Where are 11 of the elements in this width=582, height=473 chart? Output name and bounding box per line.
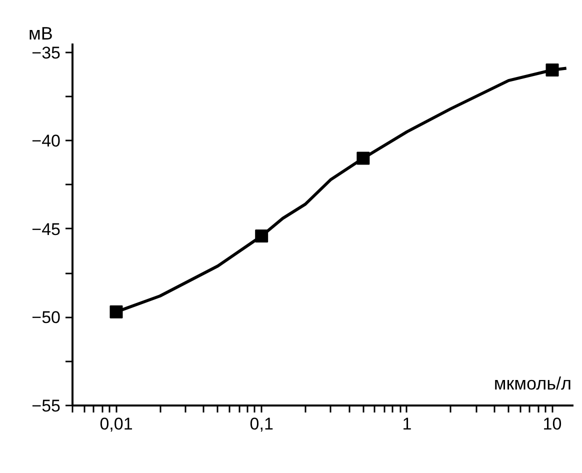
y-axis-title: мВ: [28, 24, 53, 44]
x-axis-title: мкмоль/л: [494, 374, 572, 394]
y-tick-label: −55: [32, 396, 61, 416]
x-tick-label: 0,1: [250, 414, 274, 434]
y-tick-label: −50: [32, 308, 61, 328]
x-tick-label: 10: [542, 414, 562, 434]
y-tick-label: −40: [32, 132, 61, 151]
x-tick-label: 0,01: [100, 414, 133, 434]
x-tick-label: 1: [402, 414, 412, 434]
y-tick-label: −35: [32, 43, 61, 62]
y-tick-label: −45: [32, 220, 61, 239]
